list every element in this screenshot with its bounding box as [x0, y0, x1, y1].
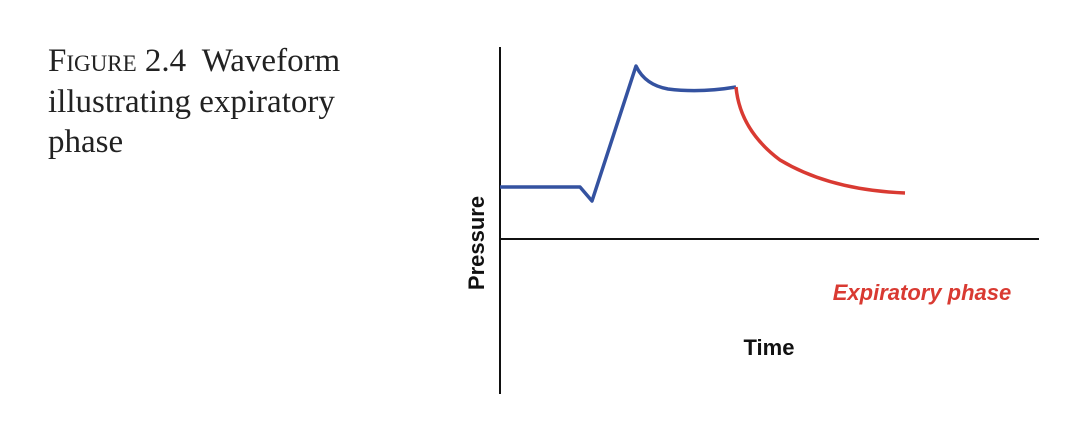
x-axis-label: Time	[744, 335, 795, 360]
caption-text: illustrating expiratory	[48, 84, 335, 120]
inspiratory-waveform	[500, 64, 737, 203]
caption-line: Figure 2.4 Waveform	[48, 43, 341, 79]
expiratory-waveform	[734, 86, 906, 195]
y-axis-label: Pressure	[464, 196, 489, 290]
caption-text: Waveform	[202, 43, 341, 79]
annotation: Expiratory phase	[833, 280, 1012, 305]
caption-text: phase	[48, 124, 123, 160]
figure-label: Figure 2.4	[48, 43, 186, 79]
